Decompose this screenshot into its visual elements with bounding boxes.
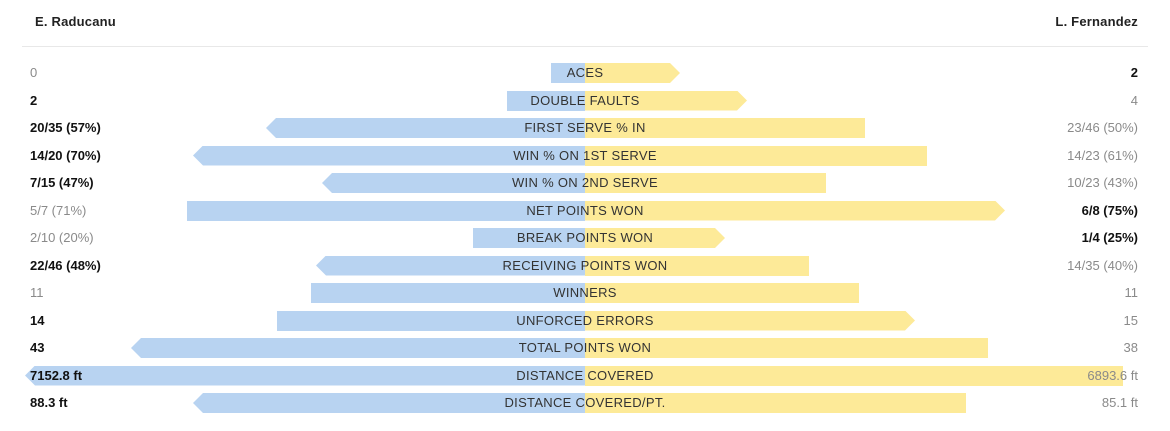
stat-row: TOTAL POINTS WON 43 38 <box>0 336 1170 360</box>
stat-label: NET POINTS WON <box>526 202 644 218</box>
stat-label: DISTANCE COVERED <box>516 367 654 383</box>
stat-label: WIN % ON 1ST SERVE <box>513 147 657 163</box>
right-player-bar <box>585 338 988 358</box>
left-player-value: 11 <box>30 285 44 300</box>
stat-row: UNFORCED ERRORS 14 15 <box>0 309 1170 333</box>
player-left-name: E. Raducanu <box>35 14 116 29</box>
right-player-value: 14/35 (40%) <box>1067 257 1138 273</box>
right-player-value: 85.1 ft <box>1101 395 1138 410</box>
left-player-value: 7152.8 ft <box>30 367 83 383</box>
stat-row: DOUBLE FAULTS 2 4 <box>0 89 1170 113</box>
stat-label: ACES <box>566 65 604 80</box>
stat-label: WINNERS <box>553 285 617 300</box>
left-player-value: 14 <box>30 312 45 328</box>
left-player-value: 14/20 (70%) <box>30 147 101 163</box>
right-player-value: 2 <box>1130 65 1138 80</box>
right-player-bar <box>585 228 725 248</box>
right-player-bar <box>585 173 826 193</box>
stat-label: TOTAL POINTS WON <box>518 340 652 355</box>
left-player-bar <box>316 255 585 276</box>
right-player-value: 11 <box>1124 285 1139 300</box>
right-player-bar <box>585 118 865 138</box>
stat-row: DISTANCE COVERED 7152.8 ft 6893.6 ft <box>0 364 1170 388</box>
left-player-value: 0 <box>30 65 38 80</box>
left-player-bar <box>25 365 585 386</box>
right-player-value: 23/46 (50%) <box>1067 120 1138 135</box>
right-player-value: 6/8 (75%) <box>1081 202 1138 218</box>
right-player-bar <box>585 393 966 413</box>
stat-label: BREAK POINTS WON <box>516 230 654 245</box>
right-player-bar <box>585 311 915 331</box>
player-right-name: L. Fernandez <box>1055 14 1138 29</box>
right-player-value: 1/4 (25%) <box>1081 230 1138 245</box>
right-player-value: 14/23 (61%) <box>1067 147 1138 163</box>
stat-row: WIN % ON 2ND SERVE 7/15 (47%) 10/23 (43%) <box>0 171 1170 195</box>
right-player-bar <box>585 145 927 166</box>
stat-row: ACES 0 2 <box>0 61 1170 85</box>
stat-row: WIN % ON 1ST SERVE 14/20 (70%) 14/23 (61%) <box>0 144 1170 168</box>
left-player-value: 5/7 (71%) <box>30 202 87 218</box>
left-player-bar <box>193 145 585 166</box>
stat-row: DISTANCE COVERED/PT. 88.3 ft 85.1 ft <box>0 391 1170 415</box>
stat-label: DISTANCE COVERED/PT. <box>504 395 666 410</box>
right-player-value: 6893.6 ft <box>1087 367 1138 383</box>
right-player-bar <box>585 91 747 111</box>
left-player-value: 88.3 ft <box>30 395 68 410</box>
right-player-value: 4 <box>1130 92 1138 108</box>
left-player-bar <box>266 118 585 138</box>
right-player-bar <box>585 365 1123 386</box>
left-player-bar <box>507 90 585 111</box>
left-player-bar <box>193 393 585 413</box>
left-player-value: 2/10 (20%) <box>30 230 94 245</box>
left-player-bar <box>322 173 585 193</box>
match-stats-header: E. Raducanu L. Fernandez <box>22 0 1148 47</box>
right-player-value: 10/23 (43%) <box>1067 175 1138 190</box>
stat-label: FIRST SERVE % IN <box>524 120 646 135</box>
stat-row: NET POINTS WON 5/7 (71%) 6/8 (75%) <box>0 199 1170 223</box>
left-player-bar <box>131 338 585 358</box>
right-player-bar <box>585 255 809 276</box>
left-player-bar <box>473 228 585 248</box>
stat-label: DOUBLE FAULTS <box>530 92 640 108</box>
stat-row: BREAK POINTS WON 2/10 (20%) 1/4 (25%) <box>0 226 1170 250</box>
left-player-value: 20/35 (57%) <box>30 120 101 135</box>
right-player-bar <box>585 63 680 83</box>
right-player-value: 15 <box>1123 312 1138 328</box>
left-player-value: 22/46 (48%) <box>30 257 101 273</box>
left-player-value: 2 <box>30 92 38 108</box>
left-player-bar <box>187 200 585 221</box>
stat-row: FIRST SERVE % IN 20/35 (57%) 23/46 (50%) <box>0 116 1170 140</box>
left-player-bar <box>311 283 585 303</box>
stat-label: RECEIVING POINTS WON <box>502 257 668 273</box>
stat-label: WIN % ON 2ND SERVE <box>511 175 659 190</box>
right-player-bar <box>585 201 1005 221</box>
right-player-value: 38 <box>1123 340 1138 355</box>
stat-row: WINNERS 11 11 <box>0 281 1170 305</box>
left-player-bar <box>277 310 585 331</box>
left-player-bar <box>551 63 585 83</box>
stat-label: UNFORCED ERRORS <box>516 312 654 328</box>
left-player-value: 7/15 (47%) <box>30 175 94 190</box>
left-player-value: 43 <box>30 340 45 355</box>
right-player-bar <box>585 283 859 303</box>
stat-row: RECEIVING POINTS WON 22/46 (48%) 14/35 (40… <box>0 254 1170 278</box>
